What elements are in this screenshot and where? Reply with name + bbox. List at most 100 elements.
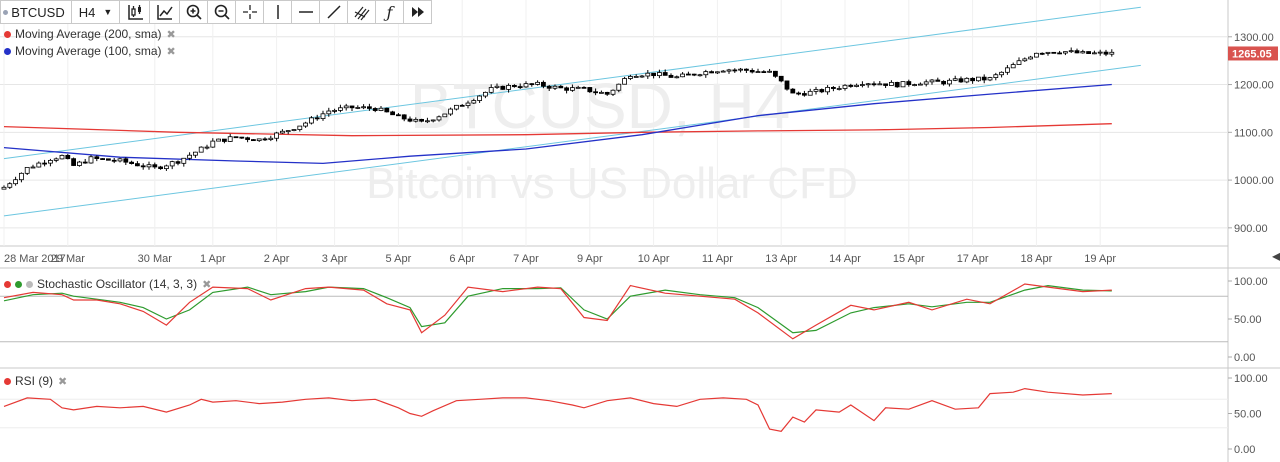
watermark-title: BTCUSD, H4: [410, 70, 791, 142]
candlestick-icon: [127, 5, 143, 20]
x-tick-label: 13 Apr: [765, 253, 797, 265]
candle: [77, 161, 82, 166]
candle: [593, 91, 598, 94]
candle: [564, 87, 569, 91]
candle: [343, 105, 349, 109]
candle: [453, 104, 459, 110]
candle: [204, 146, 210, 149]
candle: [796, 92, 801, 95]
candle: [697, 74, 703, 77]
chevron-down-icon: ▼: [103, 7, 113, 17]
candle: [894, 81, 900, 88]
x-tick-label: 19 Apr: [1084, 253, 1116, 265]
candle: [233, 136, 239, 139]
candle: [813, 89, 819, 92]
candle: [65, 154, 71, 160]
zoom-in-button[interactable]: [180, 0, 208, 24]
candle: [494, 85, 500, 88]
fast-forward-button[interactable]: [404, 0, 432, 24]
scroll-left-icon[interactable]: ◀: [1272, 249, 1280, 263]
trend-line-button[interactable]: [320, 0, 348, 24]
y-tick-label: 900.00: [1234, 223, 1268, 235]
candle: [424, 120, 430, 123]
pitchfork-icon: [354, 6, 369, 21]
crosshair-button[interactable]: [236, 0, 264, 24]
candle: [163, 165, 169, 170]
candlestick-button[interactable]: [120, 0, 150, 24]
candle: [662, 72, 668, 76]
candle: [401, 114, 407, 120]
line-chart-button[interactable]: [150, 0, 180, 24]
last-price-badge: [1228, 46, 1278, 61]
symbol-selector[interactable]: BTCUSD: [0, 0, 72, 24]
candle: [587, 87, 593, 93]
x-tick-label: 28 Mar 2017: [4, 253, 66, 265]
y-tick-label: 0.00: [1234, 444, 1255, 456]
candle: [413, 118, 419, 122]
candle: [703, 71, 709, 76]
close-icon[interactable]: ✖: [166, 45, 176, 58]
candle: [1074, 50, 1080, 54]
candle: [1010, 64, 1016, 69]
candle: [761, 71, 767, 74]
interval-dropdown[interactable]: H4 ▼: [72, 0, 120, 24]
candle: [477, 95, 483, 101]
candle: [941, 80, 946, 85]
candle: [297, 125, 303, 130]
candle: [842, 84, 848, 89]
candle: [192, 151, 198, 156]
channel-lower-line: [3, 64, 1141, 217]
ma100-line: [3, 83, 1112, 165]
vertical-line-button[interactable]: [264, 0, 292, 24]
candle: [100, 158, 105, 160]
candle: [42, 162, 47, 165]
y-tick-label: 1300.00: [1234, 32, 1274, 44]
candle: [140, 165, 146, 168]
candle: [436, 116, 442, 121]
candle: [558, 85, 564, 89]
close-icon[interactable]: ✖: [58, 375, 68, 388]
candle: [465, 102, 471, 106]
x-tick-label: 18 Apr: [1020, 253, 1052, 265]
horizontal-line-button[interactable]: [292, 0, 320, 24]
y-tick-label: 50.00: [1234, 314, 1262, 326]
candle: [187, 154, 193, 159]
candle: [1045, 51, 1051, 54]
candle: [633, 76, 639, 78]
candle: [448, 108, 454, 115]
candle: [250, 139, 256, 142]
ma200-line: [3, 123, 1112, 137]
close-icon[interactable]: ✖: [202, 278, 212, 291]
stoch-k-dot-icon: [4, 280, 11, 288]
candle: [825, 86, 830, 93]
close-icon[interactable]: ✖: [166, 28, 176, 41]
y-tick-label: 50.00: [1234, 409, 1262, 421]
x-tick-label: 14 Apr: [829, 253, 861, 265]
symbol-label: BTCUSD: [11, 4, 65, 20]
x-tick-label: 7 Apr: [513, 253, 539, 265]
candle: [245, 137, 251, 140]
legend-ma200-label: Moving Average (200, sma): [15, 27, 162, 41]
candle: [361, 106, 367, 109]
candle: [36, 162, 42, 168]
candle: [836, 88, 842, 90]
candle: [616, 83, 622, 91]
candle: [349, 105, 355, 109]
candle: [169, 161, 175, 167]
candle: [390, 111, 396, 116]
candle: [546, 85, 552, 89]
candle: [442, 113, 448, 118]
candle: [221, 138, 227, 142]
x-tick-label: 5 Apr: [386, 253, 412, 265]
pitchfork-button[interactable]: [348, 0, 376, 24]
candle: [53, 158, 59, 161]
y-tick-label: 1000.00: [1234, 175, 1274, 187]
function-button[interactable]: ƒ: [376, 0, 404, 24]
candle: [482, 91, 488, 97]
candle: [320, 113, 326, 120]
candle: [987, 77, 993, 81]
candle: [952, 78, 958, 81]
candle: [1109, 51, 1115, 55]
zoom-out-button[interactable]: [208, 0, 236, 24]
